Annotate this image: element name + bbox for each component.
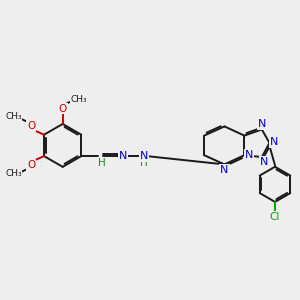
Text: N: N	[245, 150, 254, 160]
Text: H: H	[98, 158, 105, 168]
Text: CH₃: CH₃	[5, 169, 22, 178]
Text: N: N	[270, 137, 279, 147]
Text: N: N	[258, 119, 267, 129]
Text: N: N	[140, 151, 148, 161]
Text: CH₃: CH₃	[5, 112, 22, 122]
Text: Cl: Cl	[270, 212, 280, 222]
Text: H: H	[140, 158, 148, 168]
Text: CH₃: CH₃	[70, 95, 87, 104]
Text: N: N	[260, 157, 269, 167]
Text: O: O	[27, 121, 35, 131]
Text: N: N	[119, 151, 128, 161]
Text: N: N	[220, 165, 229, 175]
Text: O: O	[27, 160, 35, 170]
Text: O: O	[58, 103, 67, 114]
